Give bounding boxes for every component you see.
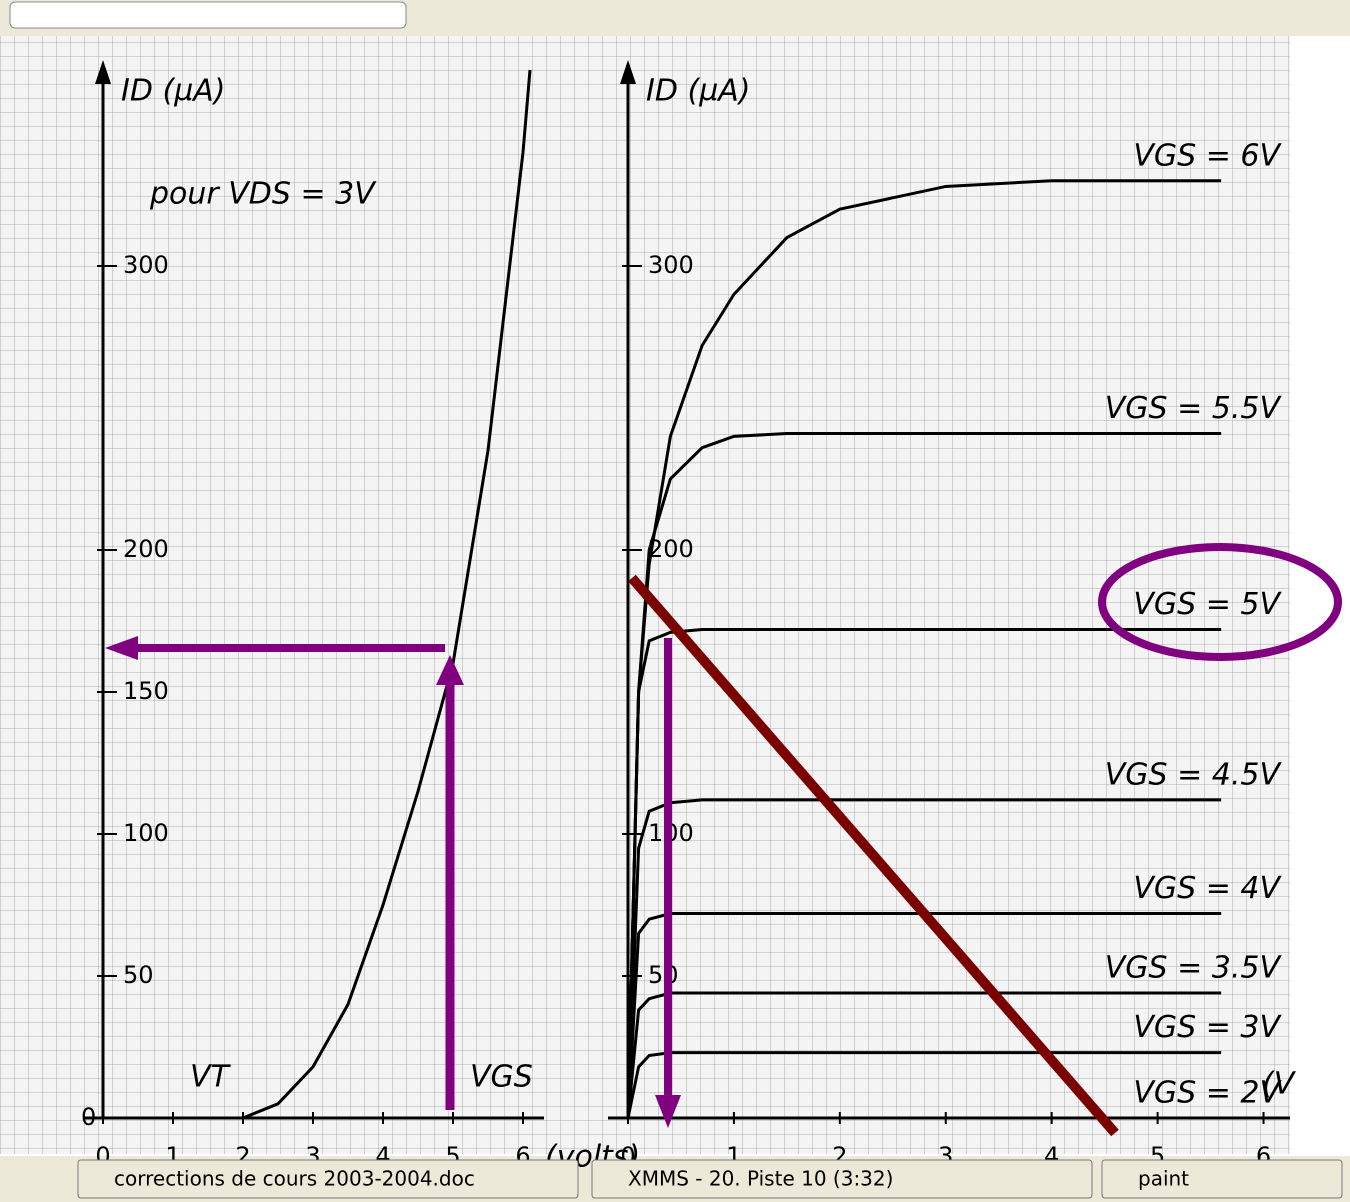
highlight-ellipse (1098, 543, 1342, 661)
series-label: VGS = 5.5V (1105, 391, 1283, 426)
curve (626, 912, 1222, 1119)
arrow-head (105, 636, 138, 660)
y-tick-label: 150 (123, 677, 169, 705)
annotation: pour VDS = 3V (149, 177, 377, 212)
series-label: VGS = 4.5V (1105, 757, 1283, 792)
axis-arrow (95, 60, 111, 84)
x-axis-label: (V (1262, 1067, 1297, 1102)
series-label: VGS = 2V (1133, 1076, 1282, 1111)
taskbar-label[interactable]: XMMS - 20. Piste 10 (3:32) (628, 1167, 893, 1191)
y-tick-label: 300 (123, 251, 169, 279)
arrow-head (436, 655, 464, 685)
series-label: VGS = 5V (1133, 587, 1282, 622)
top-field (9, 1, 407, 29)
annotation: VGS (470, 1060, 533, 1095)
curve (626, 1051, 1222, 1119)
taskbar-label[interactable]: paint (1138, 1167, 1189, 1191)
axis-arrow (620, 60, 636, 84)
y-tick-label: 300 (648, 251, 694, 279)
series-label: VGS = 4V (1133, 871, 1282, 906)
taskbar-button[interactable] (1101, 1159, 1343, 1199)
y-tick-label: 0 (81, 1103, 96, 1131)
y-axis-label: ID (µA) (121, 74, 226, 109)
taskbar-label[interactable]: corrections de cours 2003-2004.doc (114, 1167, 475, 1191)
y-tick-label: 100 (123, 819, 169, 847)
taskbar-button[interactable] (591, 1159, 1093, 1199)
y-axis-label: ID (µA) (646, 74, 751, 109)
load-line (628, 574, 1119, 1137)
curve (626, 991, 1222, 1119)
series-label: VGS = 3.5V (1105, 951, 1283, 986)
arrow-head (655, 1095, 681, 1128)
curve (626, 628, 1222, 1119)
y-tick-label: 50 (648, 961, 679, 989)
curve (626, 798, 1222, 1119)
taskbar-button[interactable] (77, 1159, 579, 1199)
series-label: VGS = 6V (1133, 138, 1282, 173)
y-tick-label: 50 (123, 961, 154, 989)
curve (242, 69, 532, 1120)
annotation: VT (190, 1060, 232, 1095)
y-tick-label: 200 (123, 535, 169, 563)
series-label: VGS = 3V (1133, 1010, 1282, 1045)
y-tick-label: 200 (648, 535, 694, 563)
